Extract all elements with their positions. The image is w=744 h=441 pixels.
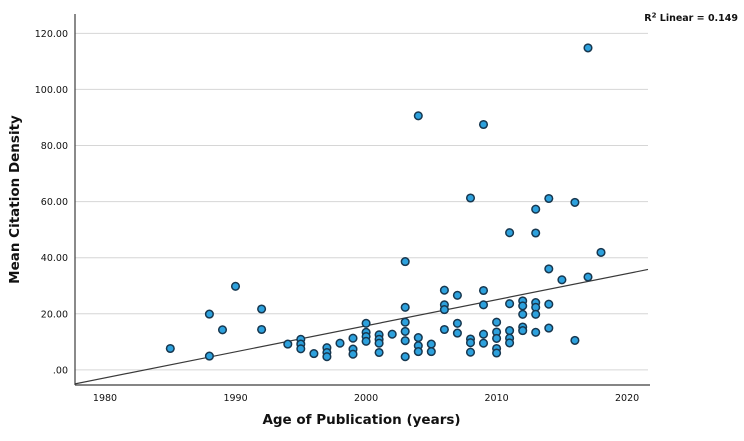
scatter-point	[492, 333, 502, 343]
scatter-point	[400, 317, 410, 327]
y-tick-label: 80.00	[41, 141, 68, 152]
y-tick-label: 40.00	[41, 253, 68, 264]
x-tick-label: 2020	[615, 393, 639, 404]
y-tick-label: 100.00	[35, 85, 68, 96]
scatter-points	[165, 43, 606, 362]
scatter-point	[400, 302, 410, 312]
scatter-point	[165, 343, 175, 354]
scatter-point	[544, 323, 554, 333]
scatter-point	[492, 317, 502, 327]
scatter-point	[426, 347, 436, 357]
y-tick-label: .00	[53, 365, 68, 376]
scatter-point	[452, 290, 462, 300]
scatter-point	[465, 347, 476, 357]
scatter-point	[400, 257, 410, 267]
scatter-point	[531, 327, 541, 337]
scatter-point	[204, 351, 214, 361]
scatter-point	[478, 300, 489, 310]
scatter-point	[439, 324, 449, 335]
scatter-point	[361, 318, 371, 328]
scatter-point	[544, 193, 554, 204]
x-tick-label: 1980	[93, 393, 117, 404]
scatter-point	[452, 328, 462, 338]
scatter-point	[413, 333, 423, 343]
scatter-point	[230, 281, 241, 291]
scatter-point	[557, 275, 567, 285]
scatter-point	[426, 339, 436, 349]
scatter-point	[478, 338, 489, 348]
x-axis-title: Age of Publication (years)	[262, 412, 460, 428]
scatter-point	[544, 264, 554, 274]
scatter-point	[439, 285, 449, 295]
linear-fit-line	[74, 268, 649, 385]
x-tick-label: 1990	[223, 393, 247, 404]
scatter-point	[531, 228, 541, 238]
scatter-point	[257, 304, 267, 314]
scatter-point	[570, 197, 580, 207]
scatter-point	[492, 348, 502, 358]
r2-base: R	[644, 13, 652, 24]
scatter-point	[361, 336, 371, 346]
scatter-point	[531, 309, 541, 319]
scatter-point	[452, 318, 462, 328]
scatter-point	[478, 329, 489, 339]
scatter-point	[257, 324, 267, 335]
r-squared-annotation: R2 Linear = 0.149	[644, 12, 738, 25]
scatter-point	[465, 193, 476, 203]
scatter-point	[400, 352, 410, 362]
scatter-point	[413, 111, 423, 121]
scatter-point	[348, 349, 358, 359]
scatter-point	[400, 336, 410, 346]
scatter-point	[374, 347, 384, 358]
scatter-point	[518, 326, 528, 336]
scatter-point	[505, 338, 515, 348]
scatter-point	[283, 339, 293, 349]
scatter-point	[204, 309, 214, 319]
scatter-point	[465, 338, 476, 348]
scatter-point	[478, 119, 489, 130]
scatter-point	[544, 299, 554, 309]
scatter-point	[583, 43, 593, 53]
gridlines	[75, 32, 648, 371]
scatter-point	[335, 338, 345, 348]
scatter-point	[596, 247, 606, 257]
scatter-point	[570, 335, 580, 345]
y-axis-title: Mean Citation Density	[7, 115, 23, 284]
scatter-point	[478, 285, 489, 296]
scatter-point	[309, 349, 319, 359]
x-tick-label: 2010	[484, 393, 508, 404]
scatter-point	[400, 326, 410, 336]
scatter-point	[387, 329, 397, 339]
y-tick-label: 60.00	[41, 197, 68, 208]
scatter-point	[217, 325, 228, 335]
scatter-point	[296, 344, 306, 354]
y-tick-labels: .00 20.00 40.00 60.00 80.00 100.00 120.00	[35, 29, 68, 377]
scatter-point	[505, 228, 515, 238]
r2-superscript: 2	[652, 12, 657, 20]
scatter-point	[518, 309, 528, 319]
scatter-point	[413, 347, 423, 357]
x-tick-labels: 1980 1990 2000 2010 2020	[93, 393, 639, 404]
scatter-point	[322, 352, 332, 362]
scatter-point	[583, 272, 593, 282]
scatter-point	[505, 299, 515, 309]
scatter-point	[505, 326, 515, 336]
r2-equation: Linear = 0.149	[656, 13, 738, 24]
scatter-point	[374, 338, 384, 348]
x-tick-label: 2000	[354, 393, 378, 404]
scatter-point	[531, 204, 541, 214]
scatter-point	[518, 301, 528, 311]
axes	[74, 14, 650, 386]
y-tick-label: 20.00	[41, 309, 68, 320]
scatter-point	[439, 305, 449, 315]
y-tick-label: 120.00	[35, 29, 68, 40]
scatter-point	[348, 333, 358, 343]
